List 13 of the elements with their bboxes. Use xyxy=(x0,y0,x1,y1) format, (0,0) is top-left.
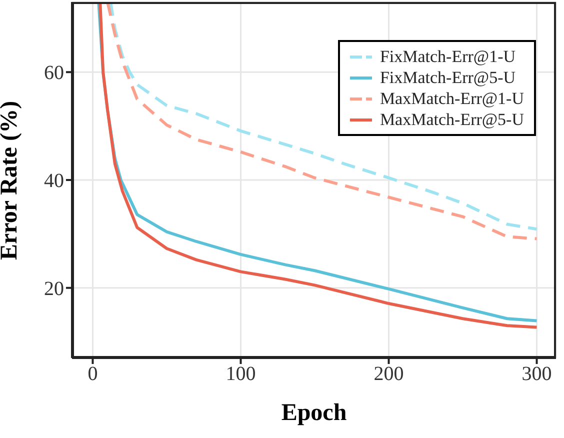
y-tick-label: 20 xyxy=(44,278,64,300)
legend-label: FixMatch-Err@5-U xyxy=(380,67,516,88)
x-tick-label: 300 xyxy=(522,363,552,386)
x-axis-title: Epoch xyxy=(281,400,347,426)
x-tick-label: 100 xyxy=(226,363,256,386)
y-tick-label: 60 xyxy=(44,62,64,84)
legend-label: FixMatch-Err@1-U xyxy=(380,46,516,67)
x-tick-label: 200 xyxy=(374,363,404,386)
x-tick-label: 0 xyxy=(88,363,98,386)
y-axis-title: Error Rate (%) xyxy=(0,100,23,260)
legend-label: MaxMatch-Err@1-U xyxy=(380,88,524,109)
y-tick-label: 40 xyxy=(44,170,64,192)
legend-label: MaxMatch-Err@5-U xyxy=(380,109,524,130)
